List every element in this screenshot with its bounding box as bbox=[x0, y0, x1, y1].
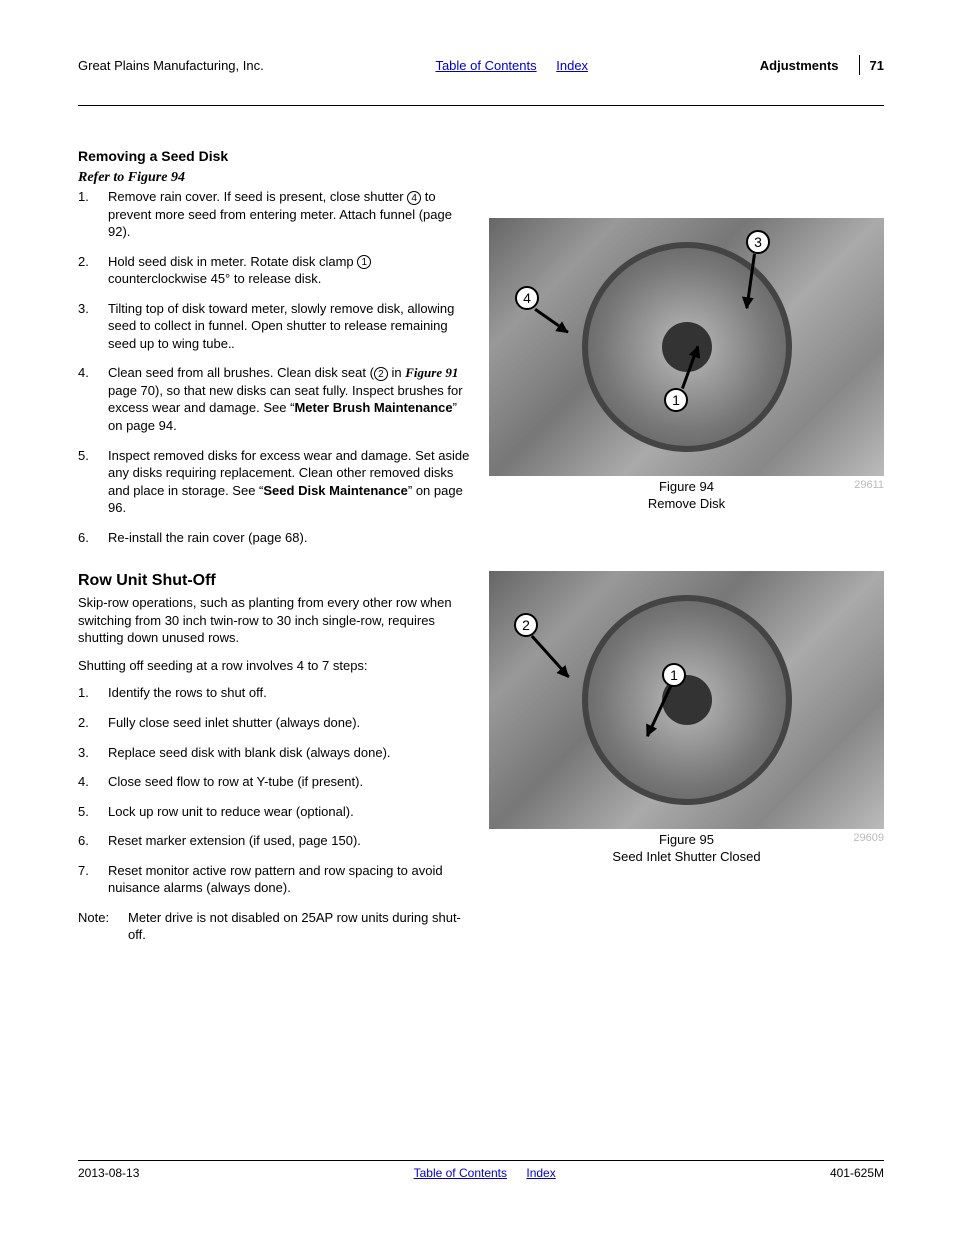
step-6: Re-install the rain cover (page 68). bbox=[78, 529, 471, 547]
page-header: Great Plains Manufacturing, Inc. Table o… bbox=[78, 55, 884, 81]
header-rule bbox=[78, 105, 884, 106]
arrow-2b bbox=[531, 635, 570, 678]
shutoff-step-7: Reset monitor active row pattern and row… bbox=[78, 862, 471, 897]
main-content: Removing a Seed Disk Refer to Figure 94 … bbox=[78, 148, 884, 944]
shutoff-intro-2: Shutting off seeding at a row involves 4… bbox=[78, 657, 471, 675]
divider bbox=[859, 55, 860, 75]
step-2: Hold seed disk in meter. Rotate disk cla… bbox=[78, 253, 471, 288]
note: Note: Meter drive is not disabled on 25A… bbox=[78, 909, 471, 944]
step-4: Clean seed from all brushes. Clean disk … bbox=[78, 364, 471, 434]
footer-index-link[interactable]: Index bbox=[526, 1166, 555, 1180]
footer-doc-id: 401-625M bbox=[830, 1166, 884, 1180]
figure-95-caption: Figure 95 Seed Inlet Shutter Closed bbox=[529, 832, 844, 866]
toc-link[interactable]: Table of Contents bbox=[435, 58, 536, 73]
right-column: 4 3 1 Figure 94 Remove Disk 29611 2 bbox=[489, 148, 884, 944]
footer-date: 2013-08-13 bbox=[78, 1166, 139, 1180]
shutoff-step-3: Replace seed disk with blank disk (alway… bbox=[78, 744, 471, 762]
shutoff-step-5: Lock up row unit to reduce wear (optiona… bbox=[78, 803, 471, 821]
callout-2b: 2 bbox=[514, 613, 538, 637]
circled-2: 2 bbox=[374, 367, 388, 381]
callout-1b: 1 bbox=[662, 663, 686, 687]
figure-95-ref: 29609 bbox=[844, 832, 884, 844]
header-nav: Table of Contents Index bbox=[264, 58, 760, 73]
figure-94-ref: 29611 bbox=[844, 479, 884, 491]
seed-disk-graphic bbox=[582, 242, 792, 452]
step-3: Tilting top of disk toward meter, slowly… bbox=[78, 300, 471, 353]
refer-figure-94: Refer to Figure 94 bbox=[78, 170, 471, 186]
circled-1: 1 bbox=[357, 255, 371, 269]
note-label: Note: bbox=[78, 909, 128, 944]
shutoff-steps: Identify the rows to shut off. Fully clo… bbox=[78, 684, 471, 896]
section-label: Adjustments bbox=[760, 58, 839, 73]
arrow-4 bbox=[534, 308, 568, 333]
figure-94-caption-row: Figure 94 Remove Disk 29611 bbox=[489, 479, 884, 513]
company-name: Great Plains Manufacturing, Inc. bbox=[78, 58, 264, 73]
note-body: Meter drive is not disabled on 25AP row … bbox=[128, 909, 471, 944]
figure-95-caption-row: Figure 95 Seed Inlet Shutter Closed 2960… bbox=[489, 832, 884, 866]
page-footer: 2013-08-13 Table of Contents Index 401-6… bbox=[78, 1160, 884, 1180]
header-right: Adjustments 71 bbox=[760, 55, 884, 75]
footer-nav: Table of Contents Index bbox=[139, 1166, 830, 1180]
shutoff-step-6: Reset marker extension (if used, page 15… bbox=[78, 832, 471, 850]
callout-4: 4 bbox=[515, 286, 539, 310]
shutoff-step-4: Close seed flow to row at Y-tube (if pre… bbox=[78, 773, 471, 791]
left-column: Removing a Seed Disk Refer to Figure 94 … bbox=[78, 148, 471, 944]
page-number: 71 bbox=[870, 58, 884, 73]
figure-95-image: 2 1 bbox=[489, 571, 884, 829]
removing-seed-disk-title: Removing a Seed Disk bbox=[78, 148, 471, 164]
row-unit-shutoff-title: Row Unit Shut-Off bbox=[78, 572, 471, 590]
seed-meter-graphic bbox=[582, 595, 792, 805]
shutoff-step-1: Identify the rows to shut off. bbox=[78, 684, 471, 702]
removing-steps: Remove rain cover. If seed is present, c… bbox=[78, 188, 471, 546]
figure-94-image: 4 3 1 bbox=[489, 218, 884, 476]
shutoff-intro-1: Skip-row operations, such as planting fr… bbox=[78, 594, 471, 647]
circled-4: 4 bbox=[407, 191, 421, 205]
callout-1: 1 bbox=[664, 388, 688, 412]
footer-toc-link[interactable]: Table of Contents bbox=[414, 1166, 507, 1180]
callout-3: 3 bbox=[746, 230, 770, 254]
figure-94-caption: Figure 94 Remove Disk bbox=[529, 479, 844, 513]
index-link[interactable]: Index bbox=[556, 58, 588, 73]
step-5: Inspect removed disks for excess wear an… bbox=[78, 447, 471, 517]
step-1: Remove rain cover. If seed is present, c… bbox=[78, 188, 471, 241]
figure-95: 2 1 Figure 95 Seed Inlet Shutter Closed … bbox=[489, 571, 884, 866]
figure-94: 4 3 1 Figure 94 Remove Disk 29611 bbox=[489, 218, 884, 513]
shutoff-step-2: Fully close seed inlet shutter (always d… bbox=[78, 714, 471, 732]
